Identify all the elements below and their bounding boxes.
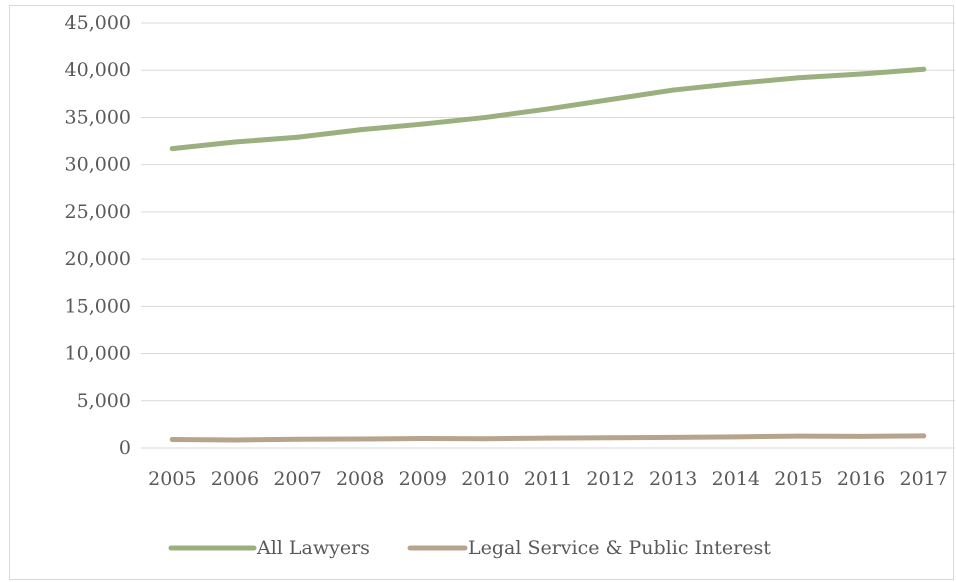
data-point: [921, 66, 927, 72]
data-point: [232, 139, 238, 145]
y-tick-label: 0: [119, 437, 131, 459]
x-tick-label: 2006: [211, 468, 259, 490]
x-tick-label: 2013: [649, 468, 697, 490]
x-tick-label: 2009: [399, 468, 447, 490]
series-1: [169, 66, 927, 152]
line-chart: 0 5,000 10,000 15,000 20,000 25,000 30,000 35,0…: [65, 12, 955, 559]
legend-label: All Lawyers: [256, 537, 370, 559]
data-point: [169, 146, 175, 152]
series-lines: [169, 66, 927, 443]
x-tick-label: 2012: [586, 468, 634, 490]
x-tick-label: 2015: [774, 468, 822, 490]
legend-item: All Lawyers: [168, 537, 370, 559]
data-point: [670, 434, 676, 440]
x-tick-label: 2017: [900, 468, 948, 490]
data-point: [921, 433, 927, 439]
data-point: [608, 435, 614, 441]
data-point: [858, 71, 864, 77]
x-tick-label: 2005: [148, 468, 196, 490]
x-tick-label: 2016: [837, 468, 885, 490]
data-point: [670, 87, 676, 93]
data-point: [482, 436, 488, 442]
x-tick-label: 2011: [524, 468, 572, 490]
data-point: [608, 97, 614, 102]
legend-label: Legal Service & Public Interest: [468, 537, 771, 559]
x-tick-label: 2014: [712, 468, 760, 490]
x-tick-label: 2007: [273, 468, 321, 490]
y-tick-label: 35,000: [65, 106, 131, 128]
data-point: [858, 433, 864, 439]
data-point: [357, 127, 363, 133]
data-point: [795, 75, 801, 81]
legend: All Lawyers Legal Service & Public Intere…: [168, 537, 771, 559]
series-2: [169, 433, 927, 443]
data-point: [795, 433, 801, 439]
data-point: [295, 134, 301, 140]
y-tick-label: 5,000: [77, 390, 131, 412]
y-tick-label: 45,000: [65, 12, 131, 34]
data-point: [545, 106, 551, 112]
data-point: [733, 434, 739, 440]
data-point: [420, 436, 426, 442]
y-tick-label: 20,000: [65, 248, 131, 270]
x-tick-label: 2008: [336, 468, 384, 490]
chart-frame: 0 5,000 10,000 15,000 20,000 25,000 30,000 35,0…: [9, 5, 955, 580]
data-point: [420, 121, 426, 127]
axes: 0 5,000 10,000 15,000 20,000 25,000 30,000 35,0…: [65, 12, 955, 490]
y-tick-label: 40,000: [65, 59, 131, 81]
data-point: [733, 80, 739, 86]
data-point: [295, 436, 301, 442]
data-point: [232, 437, 238, 443]
y-tick-label: 30,000: [65, 154, 131, 176]
y-tick-label: 15,000: [65, 295, 131, 317]
data-point: [482, 114, 488, 120]
data-point: [169, 437, 175, 442]
y-tick-label: 25,000: [65, 201, 131, 223]
data-point: [545, 435, 551, 441]
y-tick-label: 10,000: [65, 343, 131, 365]
legend-item: Legal Service & Public Interest: [407, 537, 771, 559]
data-point: [357, 436, 363, 442]
x-tick-label: 2010: [461, 468, 509, 490]
gridlines: [141, 22, 955, 402]
